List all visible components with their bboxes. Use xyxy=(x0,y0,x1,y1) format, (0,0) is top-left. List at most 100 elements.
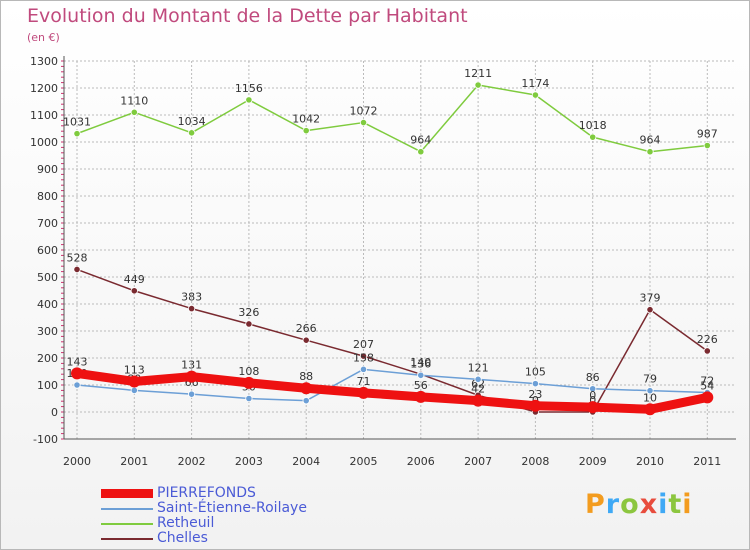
legend-swatch-retheuil xyxy=(101,523,153,525)
data-point xyxy=(245,320,253,328)
data-label: 528 xyxy=(67,251,88,264)
series-line xyxy=(76,368,709,402)
data-point xyxy=(359,352,368,360)
data-label: 987 xyxy=(697,128,718,141)
data-point xyxy=(474,81,482,89)
data-point xyxy=(531,91,540,99)
legend-label-retheuil: Retheuil xyxy=(157,515,215,531)
data-label: 449 xyxy=(124,273,145,286)
data-label: 964 xyxy=(640,134,661,147)
data-label: 207 xyxy=(353,338,374,351)
data-label: 62 xyxy=(471,377,485,390)
data-point xyxy=(589,133,597,141)
chart-unit: (en €) xyxy=(27,31,60,44)
y-tick-label: 400 xyxy=(37,298,58,311)
data-label: 964 xyxy=(410,134,431,147)
data-label: 105 xyxy=(525,366,546,379)
legend-swatch-saint-etienne-roilaye xyxy=(101,508,153,510)
x-tick-label: 2011 xyxy=(693,455,721,468)
data-point xyxy=(73,130,81,138)
data-point xyxy=(130,287,138,295)
x-tick-label: 2009 xyxy=(579,455,607,468)
data-point xyxy=(73,265,81,274)
data-point xyxy=(703,141,711,150)
data-label: 1174 xyxy=(521,77,549,90)
data-point xyxy=(188,390,196,398)
data-label: 72 xyxy=(700,375,714,388)
data-point xyxy=(71,367,83,380)
y-tick-label: 1000 xyxy=(30,136,58,149)
data-point xyxy=(701,391,714,404)
data-point xyxy=(245,394,253,403)
data-label: 79 xyxy=(643,373,657,386)
y-tick-label: 200 xyxy=(37,352,58,365)
data-label: 10 xyxy=(643,391,657,404)
data-point xyxy=(302,336,310,344)
data-point xyxy=(589,385,597,393)
y-tick-label: 300 xyxy=(37,325,58,338)
y-tick-label: 900 xyxy=(37,163,58,176)
x-tick-label: 2003 xyxy=(235,455,263,468)
legend-swatch-pierrefonds xyxy=(101,489,153,498)
data-point xyxy=(130,108,138,116)
data-label: 1042 xyxy=(292,113,320,126)
data-label: 0 xyxy=(589,389,596,402)
logo-letter: i xyxy=(658,489,669,520)
x-tick-label: 2002 xyxy=(178,455,206,468)
data-label: 56 xyxy=(414,379,428,392)
data-point xyxy=(586,401,599,414)
legend-label-pierrefonds: PIERREFONDS xyxy=(157,485,256,501)
data-point xyxy=(357,386,370,399)
data-label: 121 xyxy=(468,361,489,374)
logo-letter: x xyxy=(639,489,659,520)
data-label: 113 xyxy=(124,363,145,376)
logo-letter: o xyxy=(620,489,640,520)
y-tick-label: -100 xyxy=(33,433,58,446)
data-label: 1031 xyxy=(63,116,91,129)
data-point xyxy=(646,148,654,156)
data-label: 88 xyxy=(299,370,313,383)
data-point xyxy=(529,399,542,412)
data-point xyxy=(188,129,196,137)
data-label: 379 xyxy=(640,292,661,305)
y-tick-label: 1200 xyxy=(30,82,58,95)
data-label: 158 xyxy=(353,351,374,364)
data-label: 23 xyxy=(528,388,542,401)
y-tick-label: 800 xyxy=(37,190,58,203)
data-point xyxy=(242,376,255,389)
x-tick-label: 2010 xyxy=(636,455,664,468)
data-point xyxy=(359,118,368,127)
data-label: 1156 xyxy=(235,82,263,95)
logo-letter: i xyxy=(682,489,693,520)
data-label: 54 xyxy=(700,379,714,392)
series-line xyxy=(76,268,709,413)
data-label: 266 xyxy=(296,322,317,335)
x-tick-label: 2007 xyxy=(464,455,492,468)
data-point xyxy=(128,375,141,388)
data-label: 1211 xyxy=(464,67,492,80)
legend-swatch-chelles xyxy=(101,538,153,540)
series-line xyxy=(72,368,712,414)
y-tick-label: 500 xyxy=(37,271,58,284)
data-label: 42 xyxy=(471,383,485,396)
logo-letter: r xyxy=(605,489,621,520)
y-tick-label: 100 xyxy=(37,379,58,392)
data-point xyxy=(703,347,711,355)
data-point xyxy=(130,386,138,394)
data-point xyxy=(417,148,425,156)
data-point xyxy=(245,96,253,104)
data-point xyxy=(531,380,540,388)
x-tick-label: 2000 xyxy=(63,455,91,468)
y-tick-label: 600 xyxy=(37,244,58,257)
data-point xyxy=(644,403,656,416)
data-label: 1034 xyxy=(178,115,206,128)
legend-label-chelles: Chelles xyxy=(157,530,208,546)
x-tick-label: 2008 xyxy=(521,455,549,468)
y-tick-label: 1100 xyxy=(30,109,58,122)
data-label: 71 xyxy=(357,375,371,388)
x-tick-label: 2006 xyxy=(407,455,435,468)
logo-letter: P xyxy=(585,489,606,520)
data-label: 108 xyxy=(238,365,259,378)
